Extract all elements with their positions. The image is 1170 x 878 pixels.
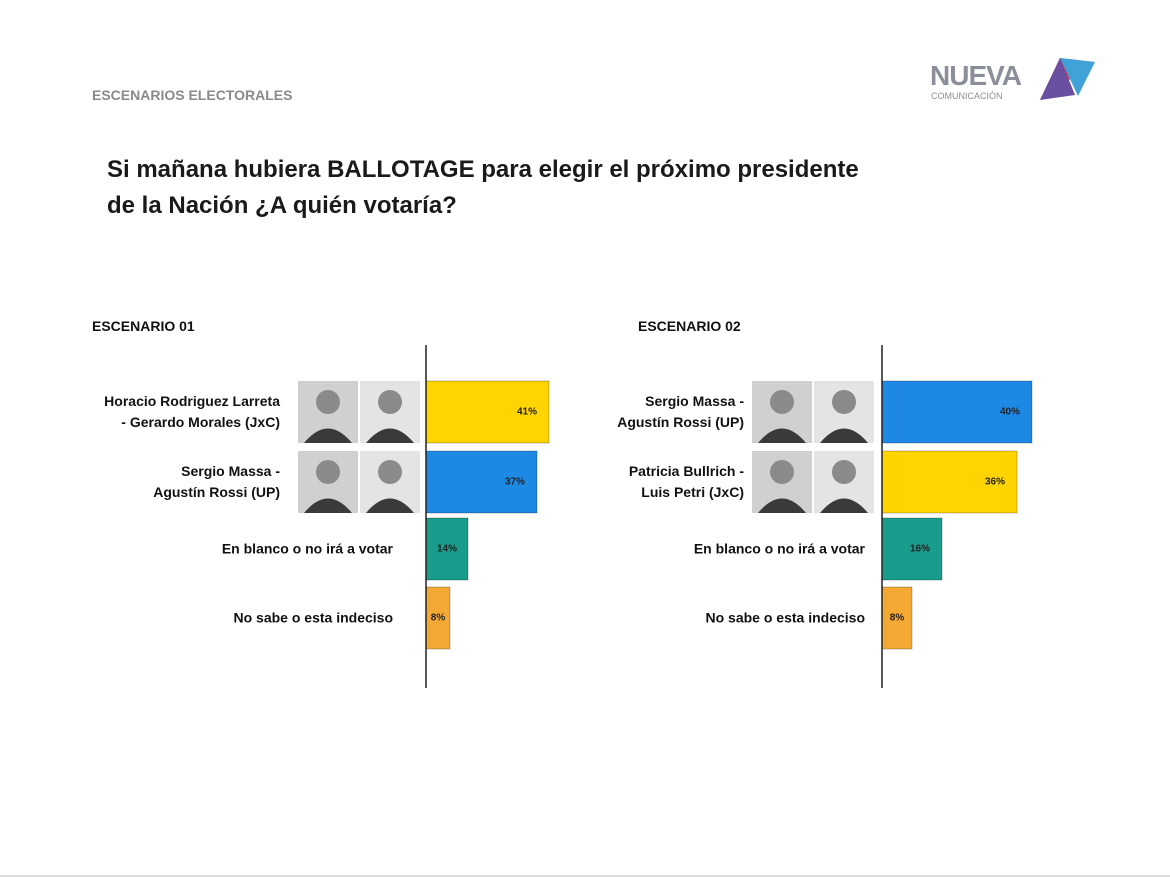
question-title: Si mañana hubiera BALLOTAGE para elegir …: [107, 156, 859, 219]
value-label: 8%: [431, 613, 446, 624]
photo-body: [758, 498, 806, 513]
value-label: 16%: [910, 544, 930, 555]
bar: [425, 517, 469, 581]
category-label: Horacio Rodriguez Larreta - Gerardo Mora…: [104, 393, 280, 430]
value-label: 36%: [985, 477, 1005, 488]
photo-head: [770, 460, 794, 484]
category-label: No sabe o esta indeciso: [705, 609, 866, 626]
photo-head: [378, 390, 402, 414]
photo-head: [316, 390, 340, 414]
photo-head: [832, 460, 856, 484]
category-label: No sabe o esta indeciso: [233, 609, 394, 626]
photo-body: [820, 428, 868, 443]
logo-mark: [1040, 58, 1095, 100]
photo-body: [304, 498, 352, 513]
category-label: Patricia Bullrich - Luis Petri (JxC): [628, 463, 744, 500]
value-label: 8%: [890, 613, 905, 624]
category-label: Sergio Massa - Agustín Rossi (UP): [153, 463, 280, 500]
value-label: 40%: [1000, 407, 1020, 418]
category-label: Sergio Massa - Agustín Rossi (UP): [617, 393, 744, 430]
photo-head: [832, 390, 856, 414]
value-label: 41%: [517, 407, 537, 418]
logo-text: NUEVA: [930, 60, 1022, 91]
photo-head: [316, 460, 340, 484]
category-label: En blanco o no irá a votar: [693, 540, 865, 557]
chart-title: ESCENARIO 02: [638, 318, 741, 334]
photo-head: [770, 390, 794, 414]
bar: [881, 586, 913, 650]
bar: [881, 380, 1033, 444]
photo-body: [758, 428, 806, 443]
photo-head: [378, 460, 402, 484]
category-label: En blanco o no irá a votar: [221, 540, 393, 557]
bar: [425, 450, 538, 514]
photo-body: [304, 428, 352, 443]
bar: [881, 517, 943, 581]
photo-body: [366, 498, 414, 513]
section-label: ESCENARIOS ELECTORALES: [92, 87, 293, 103]
photo-body: [366, 428, 414, 443]
logo-subtext: COMUNICACIÓN: [931, 91, 1003, 101]
bar: [425, 380, 550, 444]
bar: [425, 586, 451, 650]
value-label: 14%: [437, 544, 457, 555]
chart-title: ESCENARIO 01: [92, 318, 195, 334]
value-label: 37%: [505, 477, 525, 488]
bar: [881, 450, 1018, 514]
photo-body: [820, 498, 868, 513]
